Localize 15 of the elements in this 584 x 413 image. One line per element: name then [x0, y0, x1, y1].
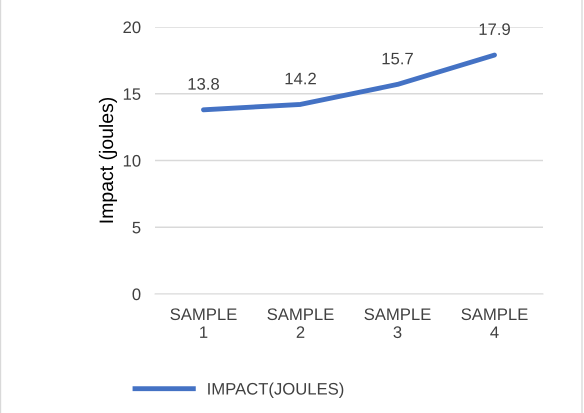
y-tick-label: 5	[132, 222, 140, 234]
x-tick-label: SAMPLE 2	[267, 308, 334, 338]
y-axis-title: Impact (joules)	[98, 98, 118, 222]
y-tick-label: 10	[124, 154, 140, 167]
y-tick-label: 0	[132, 288, 140, 300]
data-label: 17.9	[480, 23, 510, 36]
data-label: 13.8	[188, 78, 219, 90]
x-tick-label: SAMPLE 4	[461, 308, 528, 338]
data-label: 15.7	[382, 52, 413, 64]
y-tick-label: 15	[124, 88, 140, 100]
y-tick-label: 20	[123, 21, 140, 34]
x-tick-label: SAMPLE 3	[364, 308, 431, 338]
data-label: 14.2	[286, 72, 316, 84]
legend-label: IMPACT(JOULES)	[208, 382, 344, 398]
x-tick-label: SAMPLE 1	[170, 308, 237, 338]
